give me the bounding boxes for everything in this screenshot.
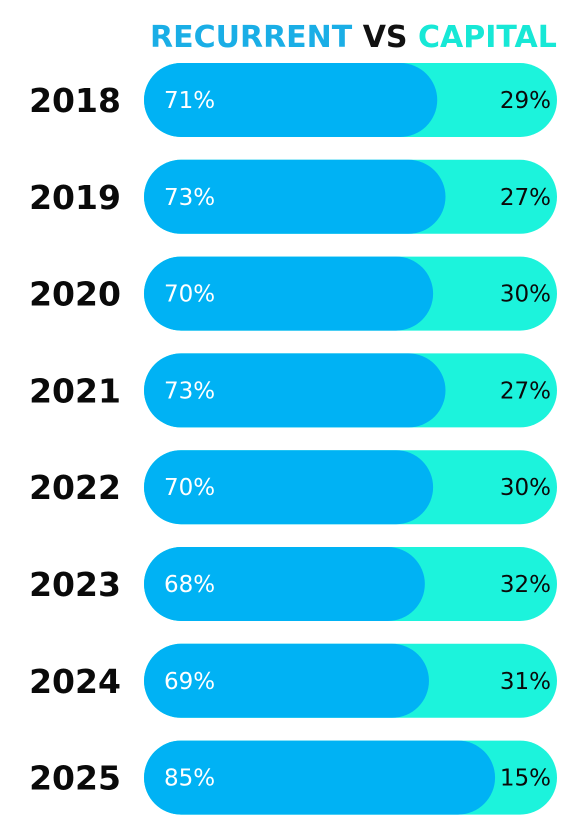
title-recurrent: RECURRENT <box>150 20 353 55</box>
capital-value-label: 30% <box>500 282 551 308</box>
title-capital: CAPITAL <box>417 20 557 55</box>
recurrent-value-label: 69% <box>164 669 215 695</box>
recurrent-bar <box>144 256 434 331</box>
recurrent-value-label: 70% <box>164 475 215 501</box>
year-label: 2020 <box>29 275 121 314</box>
recurrent-bar <box>144 547 425 621</box>
recurrent-value-label: 68% <box>164 572 215 598</box>
year-label: 2025 <box>29 759 121 798</box>
recurrent-value-label: 85% <box>164 766 215 792</box>
recurrent-bar <box>144 353 446 428</box>
capital-value-label: 32% <box>500 572 551 598</box>
capital-value-label: 27% <box>500 378 551 404</box>
recurrent-bar <box>144 643 429 718</box>
capital-value-label: 15% <box>500 766 551 792</box>
recurrent-value-label: 71% <box>164 88 215 114</box>
capital-value-label: 29% <box>500 88 551 114</box>
recurrent-bar <box>144 450 434 525</box>
title-vs: VS <box>362 20 408 55</box>
year-label: 2022 <box>29 468 121 507</box>
capital-value-label: 31% <box>500 669 551 695</box>
capital-value-label: 30% <box>500 475 551 501</box>
recurrent-value-label: 73% <box>164 185 215 211</box>
recurrent-bar <box>144 159 446 234</box>
year-label: 2023 <box>29 565 121 604</box>
year-label: 2018 <box>29 81 121 120</box>
recurrent-value-label: 70% <box>164 282 215 308</box>
year-label: 2021 <box>29 371 121 410</box>
year-label: 2024 <box>29 662 121 701</box>
recurrent-bar <box>144 63 438 137</box>
recurrent-bar <box>144 740 496 815</box>
capital-value-label: 27% <box>500 185 551 211</box>
year-label: 2019 <box>29 178 121 217</box>
recurrent-value-label: 73% <box>164 378 215 404</box>
chart-title: RECURRENT VS CAPITAL <box>150 16 580 60</box>
